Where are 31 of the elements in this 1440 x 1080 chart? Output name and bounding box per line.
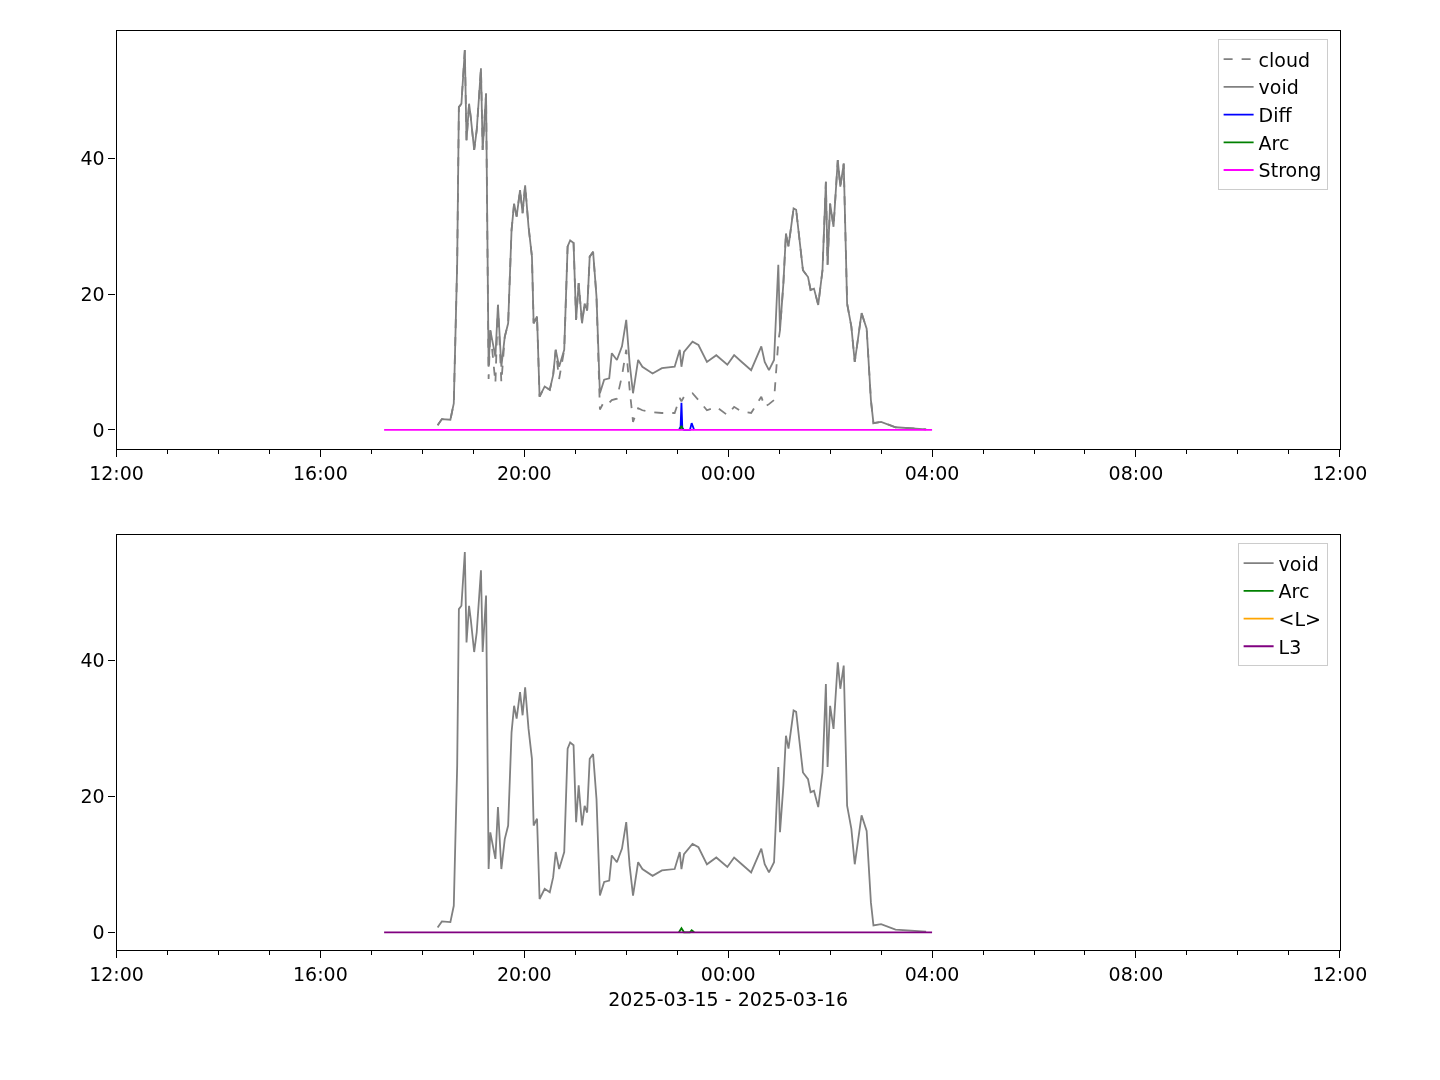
x-tick-label: 00:00: [700, 962, 756, 985]
legend-label: Arc: [1258, 131, 1290, 154]
legend-label: Strong: [1258, 159, 1322, 182]
x-tick-label: 12:00: [1312, 461, 1368, 484]
x-tick-label: 04:00: [904, 461, 960, 484]
y-tick-label: 0: [92, 920, 105, 943]
y-tick-label: 20: [80, 784, 105, 807]
legend-label: Diff: [1258, 104, 1293, 127]
x-tick-label: 00:00: [700, 461, 756, 484]
x-tick-label: 08:00: [1108, 962, 1164, 985]
y-tick-label: 20: [80, 282, 105, 305]
x-tick-label: 16:00: [293, 962, 348, 985]
x-tick-label: 12:00: [1312, 962, 1368, 985]
x-tick-label: 20:00: [496, 461, 552, 484]
line-series: [678, 401, 696, 431]
x-tick-label: 16:00: [293, 461, 348, 484]
legend-label: L3: [1278, 635, 1302, 658]
legend-label: Arc: [1278, 580, 1310, 603]
x-axis-title: 2025-03-15 - 2025-03-16: [608, 987, 849, 1010]
legend-label: <L>: [1278, 607, 1322, 630]
legend-label: void: [1278, 552, 1319, 575]
x-tick-label: 08:00: [1108, 461, 1164, 484]
legend-label: void: [1258, 76, 1299, 99]
x-tick-label: 20:00: [496, 962, 552, 985]
y-tick-label: 40: [80, 146, 105, 169]
y-tick-label: 40: [80, 648, 105, 671]
x-tick-label: 12:00: [89, 461, 144, 484]
x-tick-label: 04:00: [904, 962, 960, 985]
x-tick-label: 12:00: [89, 962, 144, 985]
y-tick-label: 0: [92, 418, 105, 441]
legend-label: cloud: [1258, 48, 1311, 71]
